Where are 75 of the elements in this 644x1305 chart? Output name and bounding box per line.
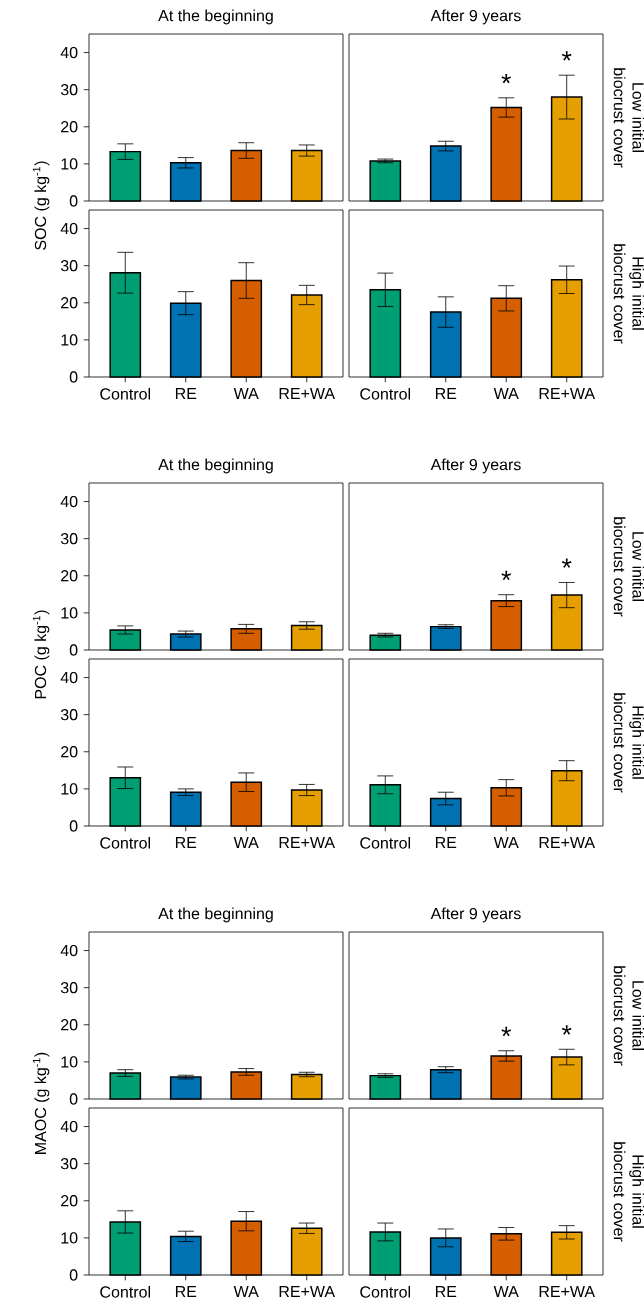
y-tick-label: 30 [60,84,78,96]
annotation: * [561,1025,572,1035]
y-tick-label: 10 [61,1232,78,1244]
x-tick-label: RE [175,387,197,399]
x-tick-label: RE+WA [279,1285,336,1297]
x-tick-label: RE [435,1285,457,1297]
annotation: * [501,570,511,581]
y-tick-label: 30 [60,260,78,272]
y-tick-label: 40 [60,1120,78,1133]
y-tick-label: 40 [60,495,78,508]
y-axis-title: POC (g kg$^{-1}$) [32,610,50,699]
y-tick-label: 0 [69,195,78,207]
y2-axis-title: Low initial biocrust cover [613,966,644,1066]
chart-title: After 9 years [430,9,521,25]
y-tick-label: 0 [69,1093,78,1105]
y-tick-label: 40 [60,46,78,59]
x-tick-label: WA [493,1285,519,1297]
y-tick-label: 20 [61,746,78,758]
x-tick-label: RE [175,1285,197,1297]
y-tick-label: 0 [69,1269,78,1281]
y-tick-label: 10 [61,783,78,795]
y-tick-label: 10 [61,1056,78,1068]
y-tick-label: 20 [61,570,78,582]
y-tick-label: 40 [60,944,78,957]
chart-title: After 9 years [430,907,521,923]
chart-title: At the beginning [158,907,273,923]
x-tick-label: RE [435,836,457,848]
x-tick-label: WA [493,836,519,848]
x-tick-label: WA [493,387,519,399]
annotation: * [501,73,511,84]
y-tick-label: 30 [60,982,78,994]
x-tick-label: Control [100,836,150,849]
annotation: * [561,51,572,61]
x-tick-label: WA [233,387,259,399]
y-tick-label: 30 [60,1158,78,1170]
y-tick-label: 0 [69,644,78,656]
x-tick-label: RE+WA [279,836,336,848]
y2-axis-title: Low initial biocrust cover [613,68,644,168]
y-tick-label: 0 [69,820,78,832]
chart-title: At the beginning [158,9,273,25]
x-tick-label: RE+WA [539,387,596,399]
x-tick-label: Control [360,387,410,400]
x-tick-label: RE+WA [279,387,336,399]
x-tick-label: Control [100,1285,150,1298]
y-tick-label: 30 [60,709,78,721]
x-tick-label: WA [233,836,259,848]
y-tick-label: 40 [60,671,78,684]
chart-title: At the beginning [158,458,273,474]
y-tick-label: 20 [61,121,78,133]
y-tick-label: 10 [61,334,78,346]
annotation: * [561,558,572,568]
y-tick-label: 20 [61,1195,78,1207]
y-tick-label: 20 [61,297,78,309]
y2-axis-title: High initial biocrust cover [613,693,644,793]
chart-title: After 9 years [430,458,521,474]
x-tick-label: RE+WA [539,1285,596,1297]
y2-axis-title: Low initial biocrust cover [613,517,644,617]
y-tick-label: 30 [60,533,78,545]
y-axis-title: MAOC (g kg$^{-1}$) [32,1052,50,1154]
x-tick-label: RE+WA [539,836,596,848]
y-tick-label: 10 [61,158,78,170]
x-tick-label: WA [233,1285,259,1297]
y2-axis-title: High initial biocrust cover [613,244,644,344]
y-tick-label: 0 [69,371,78,383]
x-tick-label: RE [435,387,457,399]
x-tick-label: Control [360,836,410,849]
x-tick-label: Control [100,387,150,400]
x-tick-label: Control [360,1285,410,1298]
y2-axis-title: High initial biocrust cover [613,1142,644,1242]
y-tick-label: 20 [61,1019,78,1031]
y-tick-label: 10 [61,607,78,619]
x-tick-label: RE [175,836,197,848]
annotation: * [501,1026,511,1037]
y-axis-title: SOC (g kg$^{-1}$) [32,161,50,250]
y-tick-label: 40 [60,222,78,235]
